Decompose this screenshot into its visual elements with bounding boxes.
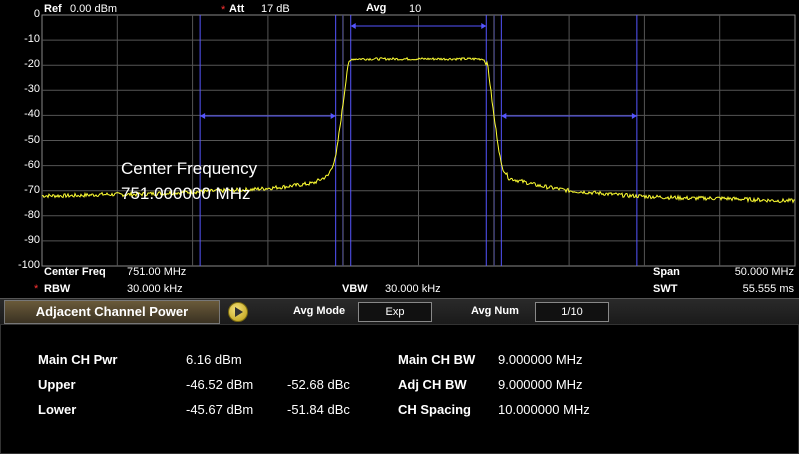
rbw-star: *: [34, 283, 39, 295]
center-freq-value: 751.00 MHz: [127, 266, 187, 278]
main-ch-pwr-value: 6.16 dBm: [186, 352, 242, 367]
y-tick-label: -100: [17, 259, 40, 271]
measurement-mode-title[interactable]: Adjacent Channel Power: [4, 300, 220, 324]
rbw-value: 30.000 kHz: [127, 283, 183, 295]
play-icon[interactable]: [228, 302, 248, 322]
adj-ch-bw-label: Adj CH BW: [398, 377, 467, 392]
avg-label: Avg: [366, 2, 387, 14]
span-label: Span: [653, 266, 680, 278]
upper-channel-bw-arrow-head-right: [631, 113, 637, 119]
avg-mode-field[interactable]: Exp: [358, 302, 432, 322]
y-tick-label: -10: [24, 33, 40, 46]
main-channel-bw-arrow-head-left: [350, 23, 356, 29]
main-ch-bw-value: 9.000000 MHz: [498, 352, 583, 367]
swt-value: 55.555 ms: [742, 283, 794, 295]
y-tick-label: -80: [24, 208, 40, 221]
y-tick-label: -70: [24, 183, 40, 196]
center-freq-label: Center Freq: [44, 266, 106, 278]
center-frequency-annotation: Center Frequency 751.000000 MHz: [121, 156, 257, 206]
att-star: *: [221, 4, 226, 16]
y-tick-label: -60: [24, 158, 40, 171]
center-frequency-annotation-line2: 751.000000 MHz: [121, 184, 251, 203]
main-channel-bw-arrow-head-right: [481, 23, 487, 29]
y-tick-label: -20: [24, 58, 40, 71]
upper-dbc-value: -52.68 dBc: [287, 377, 350, 392]
adj-ch-bw-value: 9.000000 MHz: [498, 377, 583, 392]
avg-num-field[interactable]: 1/10: [535, 302, 609, 322]
avg-mode-label: Avg Mode: [293, 305, 346, 317]
spectrum-trace: [41, 56, 796, 204]
vbw-value: 30.000 kHz: [385, 283, 441, 295]
span-value: 50.000 MHz: [734, 266, 794, 278]
upper-dbm-value: -46.52 dBm: [186, 377, 254, 392]
rbw-label: RBW: [44, 283, 71, 295]
main-ch-pwr-label: Main CH Pwr: [38, 352, 118, 367]
spectrum-svg: [41, 14, 796, 267]
ch-spacing-label: CH Spacing: [398, 402, 471, 417]
att-value: 17 dB: [261, 3, 290, 15]
vbw-label: VBW: [342, 283, 368, 295]
ref-label: Ref: [44, 3, 62, 15]
y-tick-label: -40: [24, 108, 40, 121]
avg-value: 10: [409, 3, 422, 15]
spectrum-plot: Ref 0.00 dBm * Att 17 dB Avg 10 0 -10 -20 -…: [17, 2, 796, 295]
center-frequency-annotation-line1: Center Frequency: [121, 159, 258, 178]
lower-dbc-value: -51.84 dBc: [287, 402, 350, 417]
swt-label: SWT: [653, 283, 678, 295]
lower-channel-bw-arrow-head-right: [330, 113, 336, 119]
ch-spacing-value: 10.000000 MHz: [498, 402, 590, 417]
lower-label: Lower: [38, 402, 77, 417]
att-label: Att: [229, 3, 245, 15]
y-tick-label: -50: [24, 133, 40, 146]
lower-dbm-value: -45.67 dBm: [186, 402, 254, 417]
upper-label: Upper: [38, 377, 76, 392]
avg-num-label: Avg Num: [471, 305, 519, 317]
measurement-toolbar: Adjacent Channel Power Avg Mode Exp Avg …: [0, 298, 799, 325]
lower-channel-bw-arrow-head-left: [200, 113, 206, 119]
ref-value: 0.00 dBm: [70, 3, 118, 15]
y-tick-label: -90: [24, 233, 40, 246]
upper-channel-bw-arrow-head-left: [501, 113, 507, 119]
y-tick-label: 0: [33, 8, 40, 20]
main-ch-bw-label: Main CH BW: [398, 352, 476, 367]
y-tick-label: -30: [24, 83, 40, 96]
